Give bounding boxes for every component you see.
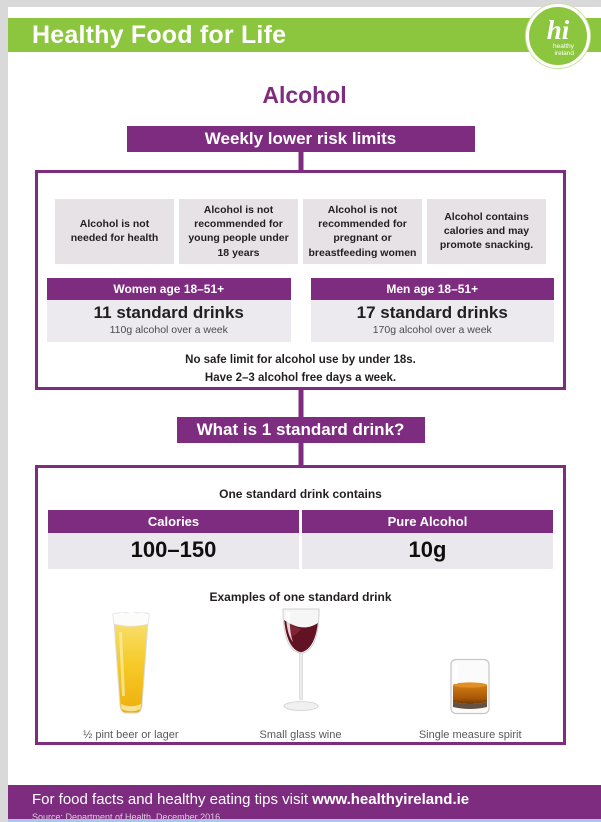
limits-row: Women age 18–51+ 11 standard drinks 110g… [47, 277, 554, 342]
contains-title: One standard drink contains [219, 487, 382, 501]
women-limit-header: Women age 18–51+ [47, 277, 291, 300]
men-limit-card: Men age 18–51+ 17 standard drinks 170g a… [310, 277, 554, 342]
calories-column: Calories 100–150 [48, 510, 299, 569]
spirit-example: Single measure spirit [385, 610, 555, 741]
pure-alcohol-value: 10g [302, 533, 553, 569]
footer-prefix: For food facts and healthy eating tips v… [32, 791, 313, 808]
connector-line [298, 441, 303, 467]
viewer-edge-top [0, 0, 601, 7]
beer-label: ½ pint beer or lager [83, 729, 179, 741]
men-standard-drinks: 17 standard drinks [356, 302, 508, 322]
men-limit-detail: 170g alcohol over a week [372, 323, 492, 336]
standard-drink-box: One standard drink contains Calories 100… [35, 465, 566, 745]
fact-not-needed: Alcohol is not needed for health [55, 199, 174, 264]
page-title: Alcohol [262, 82, 347, 108]
pure-alcohol-column: Pure Alcohol 10g [302, 510, 553, 569]
logo-hi-text: hi [546, 14, 570, 45]
fact-under-18: Alcohol is not recommended for young peo… [179, 199, 298, 264]
weekly-limits-box: Alcohol is not needed for health Alcohol… [35, 170, 566, 390]
women-limit-card: Women age 18–51+ 11 standard drinks 110g… [47, 277, 291, 342]
beer-glass-icon [108, 610, 154, 716]
men-limit-header: Men age 18–51+ [310, 277, 554, 300]
footer-source: Source: Department of Health, December 2… [32, 812, 221, 822]
women-limit-detail: 110g alcohol over a week [109, 323, 228, 336]
logo-subtext: healthy ireland [553, 42, 574, 57]
connector-line [298, 150, 303, 172]
fact-pregnant: Alcohol is not recommended for pregnant … [303, 199, 422, 264]
beer-example: ½ pint beer or lager [46, 610, 216, 741]
standard-drink-banner: What is 1 standard drink? [176, 417, 425, 443]
footer-banner: For food facts and healthy eating tips v… [8, 785, 601, 822]
limit-notes: No safe limit for alcohol use by under 1… [38, 354, 563, 384]
calories-value: 100–150 [48, 533, 299, 569]
header-banner: Healthy Food for Life [8, 18, 601, 52]
viewer-edge-left [0, 0, 8, 822]
women-standard-drinks: 11 standard drinks [93, 302, 244, 322]
note-free-days: Have 2–3 alcohol free days a week. [204, 371, 397, 384]
footer-website-link[interactable]: www.healthyireland.ie [312, 791, 470, 808]
footer-text: For food facts and healthy eating tips v… [32, 791, 601, 808]
header-title: Healthy Food for Life [32, 20, 287, 49]
men-limit-body: 17 standard drinks 170g alcohol over a w… [310, 299, 554, 342]
weekly-limits-banner: Weekly lower risk limits [126, 126, 475, 152]
connector-line [298, 388, 303, 419]
standard-drink-table: Calories 100–150 Pure Alcohol 10g [48, 510, 553, 569]
examples-title: Examples of one standard drink [209, 590, 392, 604]
viewer-edge-bottom [8, 819, 601, 822]
facts-row: Alcohol is not needed for health Alcohol… [55, 199, 546, 264]
spirit-glass-icon [446, 610, 494, 716]
calories-header: Calories [48, 510, 299, 533]
women-limit-body: 11 standard drinks 110g alcohol over a w… [47, 299, 291, 342]
wine-example: Small glass wine [216, 608, 386, 741]
examples-row: ½ pint beer or lager Small glass wine [46, 608, 555, 741]
note-under-18s: No safe limit for alcohol use by under 1… [185, 353, 416, 366]
spirit-label: Single measure spirit [418, 729, 522, 741]
healthy-ireland-logo-icon: hi healthy ireland [526, 4, 590, 68]
pure-alcohol-header: Pure Alcohol [302, 510, 553, 533]
fact-calories: Alcohol contains calories and may promot… [427, 199, 546, 264]
wine-label: Small glass wine [259, 729, 342, 741]
wine-glass-icon [268, 608, 334, 716]
